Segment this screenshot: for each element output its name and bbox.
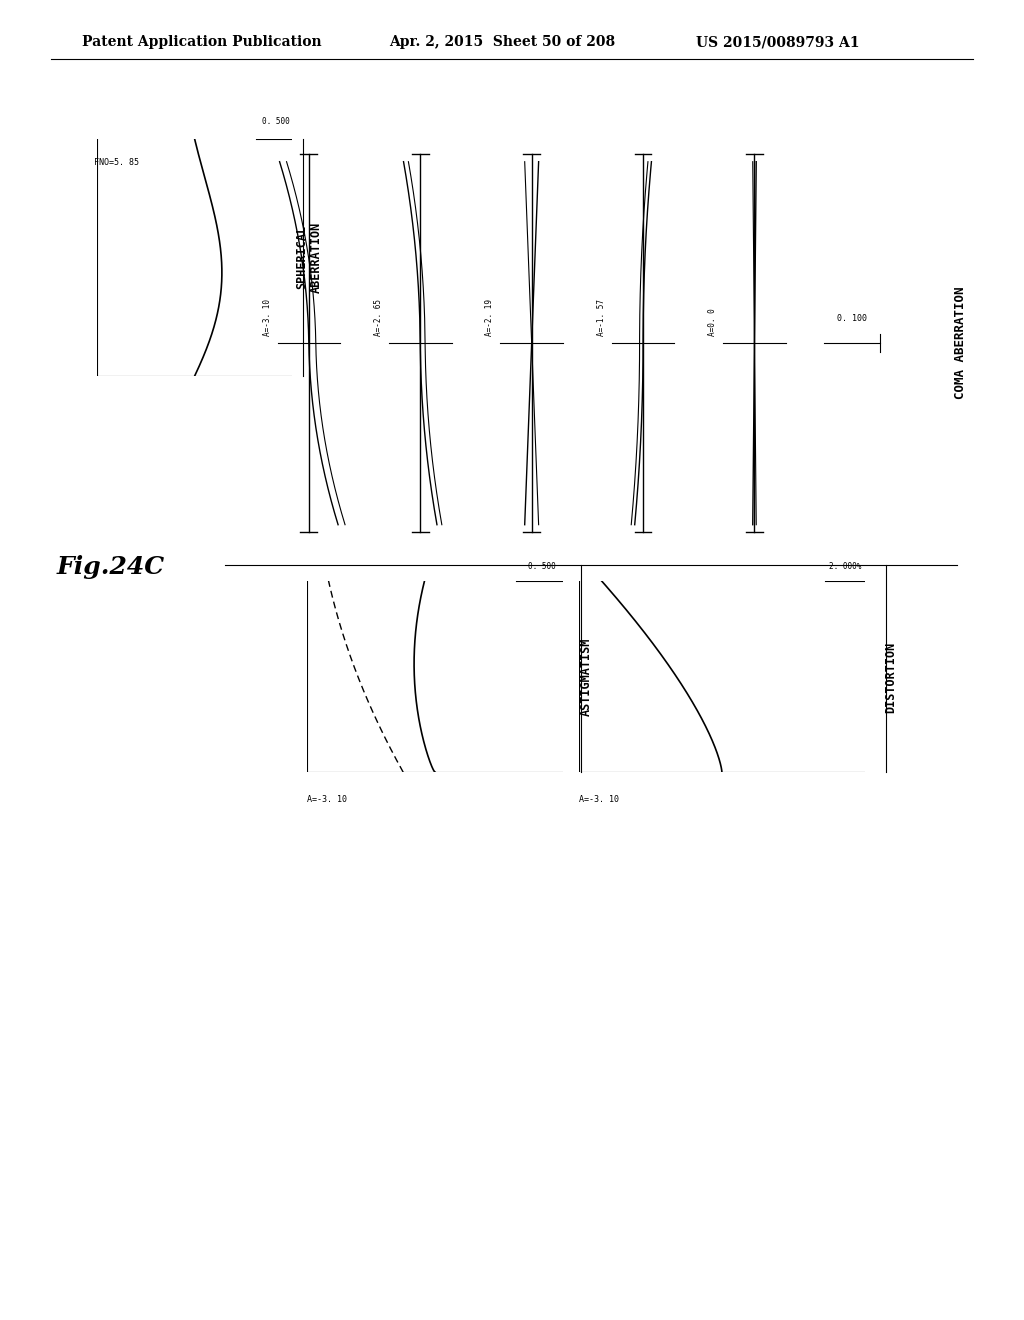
Text: A=-2. 65: A=-2. 65 bbox=[374, 298, 383, 337]
Text: US 2015/0089793 A1: US 2015/0089793 A1 bbox=[696, 36, 860, 49]
Text: SPHERICAL
ABERRATION: SPHERICAL ABERRATION bbox=[295, 222, 324, 293]
Text: A=-3. 10: A=-3. 10 bbox=[262, 298, 271, 337]
Text: ASTIGMATISM: ASTIGMATISM bbox=[581, 638, 593, 717]
Text: A=-3. 10: A=-3. 10 bbox=[579, 795, 618, 804]
Text: 0. 500: 0. 500 bbox=[528, 562, 556, 572]
Text: DISTORTION: DISTORTION bbox=[885, 642, 897, 713]
Text: COMA ABERRATION: COMA ABERRATION bbox=[954, 286, 967, 400]
Text: Apr. 2, 2015  Sheet 50 of 208: Apr. 2, 2015 Sheet 50 of 208 bbox=[389, 36, 615, 49]
Text: A=-2. 19: A=-2. 19 bbox=[485, 298, 495, 337]
Text: FNO=5. 85: FNO=5. 85 bbox=[94, 157, 139, 166]
Text: Patent Application Publication: Patent Application Publication bbox=[82, 36, 322, 49]
Text: 0. 500: 0. 500 bbox=[262, 117, 290, 127]
Text: A=-3. 10: A=-3. 10 bbox=[307, 795, 347, 804]
Text: Fig.24C: Fig.24C bbox=[56, 556, 165, 579]
Text: 2. 000%: 2. 000% bbox=[829, 562, 861, 572]
Text: A=-1. 57: A=-1. 57 bbox=[597, 298, 606, 337]
Text: 0. 100: 0. 100 bbox=[837, 314, 867, 323]
Text: A=0. 0: A=0. 0 bbox=[709, 308, 717, 337]
